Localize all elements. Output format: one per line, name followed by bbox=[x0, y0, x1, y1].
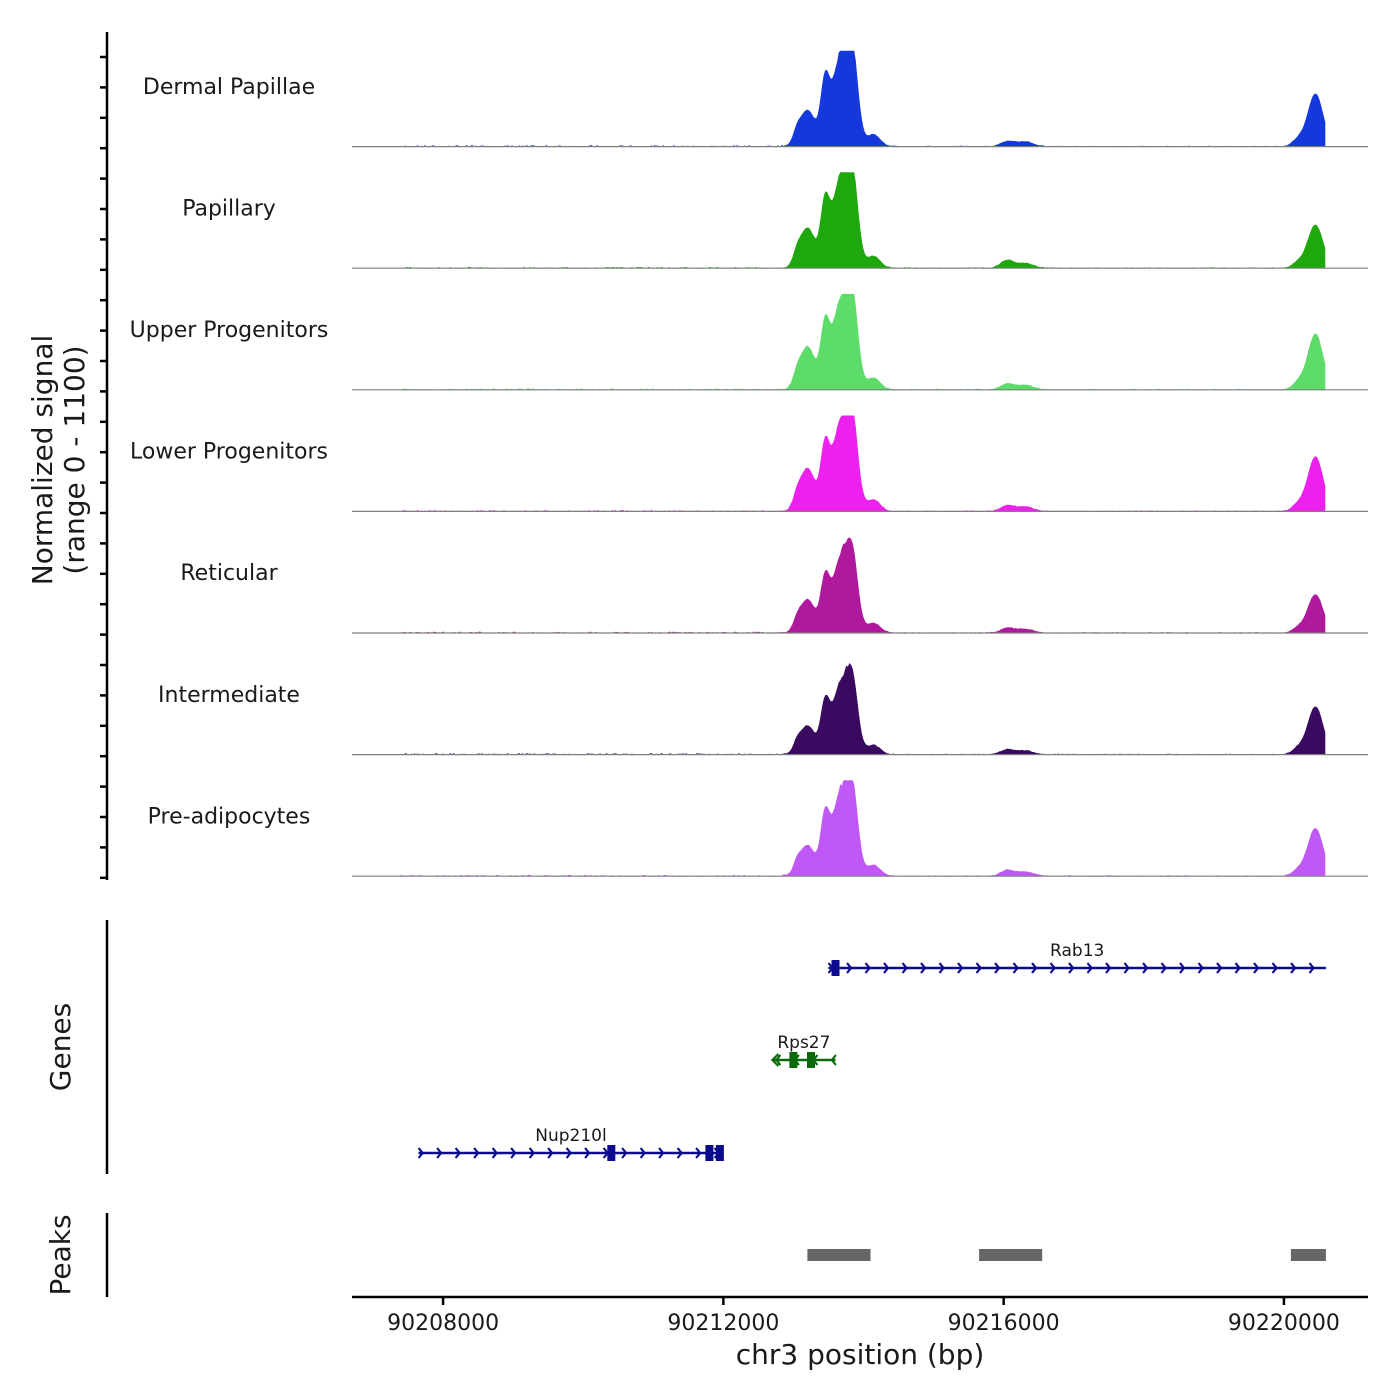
strand-arrow bbox=[1271, 962, 1278, 974]
strand-arrow bbox=[621, 1147, 628, 1159]
gene-annotations: Rab13 Rps27 Nup210l bbox=[417, 941, 1326, 1161]
track-label: Intermediate bbox=[158, 683, 300, 708]
peak-bar bbox=[1290, 1249, 1326, 1261]
strand-arrow bbox=[695, 1147, 702, 1159]
strand-arrow bbox=[1216, 962, 1223, 974]
x-tick-label: 90216000 bbox=[948, 1311, 1060, 1336]
strand-arrow bbox=[473, 1147, 480, 1159]
strand-arrow bbox=[1290, 962, 1297, 974]
exon bbox=[705, 1145, 714, 1161]
strand-arrow bbox=[454, 1147, 462, 1159]
exon bbox=[807, 1052, 815, 1068]
strand-arrow bbox=[975, 962, 982, 974]
strand-arrow bbox=[957, 962, 964, 974]
strand-arrow bbox=[436, 1147, 443, 1159]
signal-tracks: Dermal Papillae Papillary Upper Progenitor… bbox=[130, 50, 1368, 877]
strand-arrow bbox=[1123, 962, 1130, 974]
track-papillary: Papillary bbox=[182, 172, 1368, 269]
strand-arrow bbox=[1179, 962, 1186, 974]
x-tick-label: 90208000 bbox=[387, 1311, 499, 1336]
exon bbox=[789, 1052, 798, 1068]
strand-arrow bbox=[830, 1054, 837, 1066]
strand-arrow bbox=[920, 962, 927, 974]
gene-label: Nup210l bbox=[535, 1126, 606, 1146]
track-lower-progenitors: Lower Progenitors bbox=[130, 415, 1368, 512]
strand-arrow bbox=[1049, 962, 1056, 974]
gene-label: Rab13 bbox=[1050, 941, 1104, 961]
strand-arrow bbox=[1142, 962, 1149, 974]
strand-arrow bbox=[547, 1147, 554, 1159]
strand-arrow bbox=[1105, 962, 1112, 974]
gene-rab13: Rab13 bbox=[827, 941, 1326, 976]
strand-arrow bbox=[1253, 962, 1260, 974]
x-axis: 90208000 90212000 90216000 90220000 bbox=[352, 1295, 1368, 1336]
coverage-area bbox=[400, 780, 1326, 877]
coverage-area bbox=[400, 293, 1326, 391]
coverage-area bbox=[400, 415, 1326, 512]
strand-arrow bbox=[510, 1147, 517, 1159]
strand-arrow bbox=[565, 1147, 573, 1159]
strand-arrow bbox=[1031, 962, 1038, 974]
genes-panel-label: Genes bbox=[44, 1003, 77, 1091]
strand-arrow bbox=[901, 962, 908, 974]
track-label: Dermal Papillae bbox=[143, 75, 315, 100]
gene-rps27: Rps27 bbox=[770, 1033, 837, 1068]
gene-nup210l: Nup210l bbox=[417, 1126, 724, 1161]
strand-arrow bbox=[1308, 962, 1315, 974]
exon bbox=[715, 1145, 724, 1161]
coverage-area bbox=[400, 663, 1326, 755]
strand-arrow bbox=[417, 1147, 425, 1159]
peak-bar bbox=[807, 1249, 871, 1261]
strand-arrow bbox=[658, 1147, 665, 1159]
track-label: Pre-adipocytes bbox=[148, 804, 311, 829]
track-label: Lower Progenitors bbox=[130, 440, 328, 465]
strand-arrow bbox=[1012, 962, 1019, 974]
strand-arrow bbox=[883, 962, 890, 974]
strand-arrow bbox=[1068, 962, 1075, 974]
peaks-panel-label: Peaks bbox=[44, 1214, 77, 1295]
exon bbox=[607, 1145, 616, 1161]
strand-arrow bbox=[774, 1054, 782, 1066]
signal-y-axis bbox=[100, 32, 109, 880]
strand-arrow bbox=[994, 962, 1001, 974]
strand-arrow bbox=[584, 1147, 591, 1159]
y-axis-label: Normalized signal bbox=[26, 335, 59, 586]
peak-bar bbox=[979, 1249, 1043, 1261]
strand-arrow bbox=[639, 1147, 647, 1159]
strand-arrow bbox=[676, 1147, 684, 1159]
strand-arrow bbox=[528, 1147, 536, 1159]
strand-arrow bbox=[1197, 962, 1204, 974]
track-reticular: Reticular bbox=[180, 537, 1368, 634]
y-axis-sublabel: (range 0 - 1100) bbox=[58, 345, 91, 574]
track-intermediate: Intermediate bbox=[158, 663, 1368, 756]
strand-arrow bbox=[1160, 962, 1167, 974]
track-label: Upper Progenitors bbox=[130, 318, 329, 343]
x-axis-label: chr3 position (bp) bbox=[736, 1338, 985, 1371]
strand-arrow bbox=[1086, 962, 1093, 974]
coverage-area bbox=[400, 537, 1326, 634]
track-dermal-papillae: Dermal Papillae bbox=[143, 50, 1368, 148]
strand-arrow bbox=[846, 962, 853, 974]
strand-arrow bbox=[938, 962, 945, 974]
exon bbox=[831, 960, 840, 976]
track-label: Papillary bbox=[182, 196, 276, 221]
strand-arrow bbox=[1234, 962, 1241, 974]
coverage-area bbox=[401, 172, 1326, 269]
gene-label: Rps27 bbox=[777, 1033, 830, 1053]
strand-arrow bbox=[770, 1053, 780, 1067]
strand-arrow bbox=[864, 962, 871, 974]
x-tick-label: 90212000 bbox=[667, 1311, 779, 1336]
x-tick-label: 90220000 bbox=[1228, 1311, 1340, 1336]
peak-regions bbox=[807, 1249, 1326, 1261]
strand-arrow bbox=[491, 1147, 499, 1159]
coverage-area bbox=[400, 50, 1326, 147]
track-label: Reticular bbox=[180, 561, 278, 586]
track-pre-adipocytes: Pre-adipocytes bbox=[148, 780, 1368, 877]
track-upper-progenitors: Upper Progenitors bbox=[130, 293, 1368, 391]
